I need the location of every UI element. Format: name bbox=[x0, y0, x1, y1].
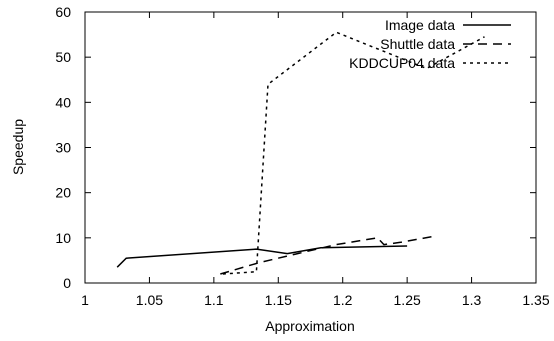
y-tick-label: 30 bbox=[55, 140, 71, 156]
y-axis-label: Speedup bbox=[10, 119, 26, 175]
y-tick-label: 20 bbox=[55, 185, 71, 201]
x-tick-label: 1.2 bbox=[333, 292, 353, 308]
plot-lines bbox=[116, 31, 485, 275]
x-tick-label: 1.15 bbox=[265, 292, 292, 308]
y-tick-label: 60 bbox=[55, 4, 71, 20]
x-tick-label: 1.35 bbox=[522, 292, 549, 308]
x-axis-label: Approximation bbox=[265, 318, 355, 334]
series-line-1 bbox=[220, 235, 434, 275]
y-tick-label: 0 bbox=[63, 275, 71, 291]
legend-label: KDDCUP04 data bbox=[349, 55, 455, 71]
legend-label: Image data bbox=[385, 17, 455, 33]
series-line-0 bbox=[116, 245, 408, 268]
legend: Image data Shuttle data KDDCUP04 data bbox=[349, 17, 511, 71]
y-tick-label: 40 bbox=[55, 94, 71, 110]
x-tick-label: 1.3 bbox=[462, 292, 482, 308]
x-tick-label: 1.1 bbox=[204, 292, 224, 308]
axis-ticks bbox=[84, 11, 537, 284]
series-line-2 bbox=[222, 31, 485, 275]
legend-label: Shuttle data bbox=[380, 36, 455, 52]
tick-labels: 1 1.05 1.1 1.15 1.2 1.25 1.3 1.35 0 10 20 30 40 50 60 bbox=[55, 4, 549, 308]
x-tick-label: 1.05 bbox=[136, 292, 163, 308]
x-tick-label: 1.25 bbox=[394, 292, 421, 308]
y-tick-label: 10 bbox=[55, 230, 71, 246]
x-tick-label: 1 bbox=[81, 292, 89, 308]
y-tick-label: 50 bbox=[55, 49, 71, 65]
